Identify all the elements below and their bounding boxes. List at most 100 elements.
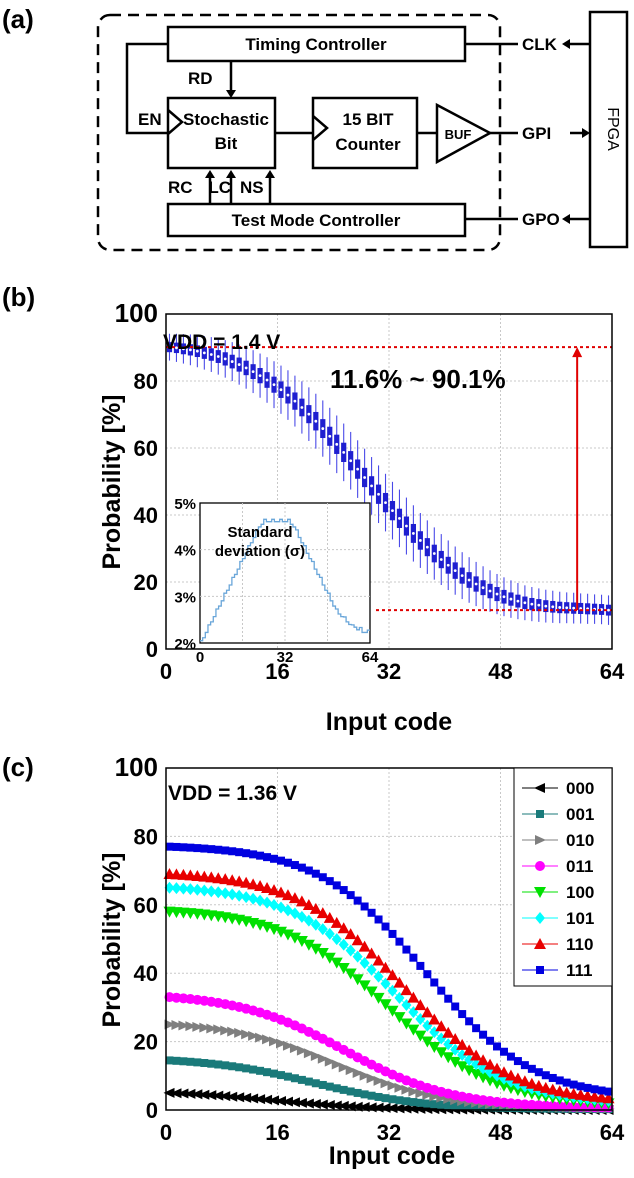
chart-c-point-101 <box>331 933 342 946</box>
chart-c-point-100 <box>456 1061 469 1073</box>
clk-arrow <box>562 39 570 49</box>
chart-c-point-101 <box>206 885 217 898</box>
chart-c-point-111 <box>325 877 334 886</box>
chart-c-point-101 <box>317 923 328 936</box>
chart-c-point-110 <box>226 874 239 886</box>
chart-c-legend-label-101: 101 <box>566 909 594 928</box>
chart-b-mean-point <box>335 442 339 446</box>
chart-c-point-101 <box>199 884 210 897</box>
chart-c-point-001 <box>339 1085 348 1094</box>
chart-c-legend-box <box>513 767 613 987</box>
chart-b-mean-point <box>328 434 332 438</box>
chart-c-point-111 <box>451 1002 460 1011</box>
stochastic-bit-block <box>166 96 277 170</box>
chart-c-point-110 <box>484 1058 497 1070</box>
chart-c-point-001 <box>367 1091 376 1100</box>
chart-c-point-001 <box>493 1103 502 1112</box>
chart-c-point-001 <box>263 1068 272 1077</box>
chart-c-point-111 <box>520 1061 529 1070</box>
chart-c-point-100 <box>302 939 315 951</box>
chart-c-point-000 <box>233 1092 245 1103</box>
chart-c-point-101 <box>220 887 231 900</box>
chart-c-point-110 <box>560 1086 573 1098</box>
chart-c-point-111 <box>576 1082 585 1091</box>
chart-b-mean-point <box>349 459 353 463</box>
chart-c-point-111 <box>583 1083 592 1092</box>
chart-c-point-111 <box>493 1042 502 1051</box>
chart-c-point-110 <box>477 1054 490 1066</box>
chart-c-point-111 <box>472 1024 481 1033</box>
chart-c-xtick: 16 <box>265 1120 289 1145</box>
chart-c-point-100 <box>288 932 301 944</box>
chart-b-xtick: 48 <box>488 659 512 684</box>
counter-label-2: Counter <box>335 135 401 154</box>
chart-c-point-111 <box>534 1068 543 1077</box>
chart-c-point-001 <box>465 1102 474 1111</box>
chart-b-mean-point <box>544 604 548 608</box>
rd-label: RD <box>188 69 213 88</box>
chart-c-ytick: 60 <box>134 893 158 918</box>
chart-c-point-110 <box>372 954 385 966</box>
chart-c-point-001 <box>290 1074 299 1083</box>
en-label: EN <box>138 110 162 129</box>
chart-b-mean-point <box>425 545 429 549</box>
chart-c-point-010 <box>401 1084 413 1095</box>
chart-c-point-101 <box>282 904 293 917</box>
chart-c-legend-label-110: 110 <box>566 935 593 954</box>
chart-c-xlabel: Input code <box>329 1142 455 1170</box>
chart-b-xlabel: Input code <box>326 708 452 736</box>
chart-c-point-001 <box>318 1080 327 1089</box>
chart-c-point-010 <box>289 1043 301 1054</box>
chart-c-point-101 <box>213 886 224 899</box>
chart-c-point-110 <box>358 940 371 952</box>
chart-c-point-111 <box>569 1080 578 1089</box>
chart-c: (c) 0 16 32 48 64 0 20 40 60 80 100 VDD = 1.36 V I… <box>2 752 625 1170</box>
chart-b-xtick: 0 <box>160 659 172 684</box>
chart-b-mean-point <box>418 539 422 542</box>
chart-c-point-010 <box>345 1065 357 1076</box>
chart-c-point-111 <box>242 849 251 858</box>
chart-c-point-110 <box>525 1077 538 1089</box>
ns-arrow <box>265 170 275 178</box>
chart-c-point-111 <box>430 978 439 987</box>
chart-c-point-010 <box>338 1062 350 1073</box>
chart-c-point-111 <box>527 1064 536 1073</box>
chart-c-legend-marker-101 <box>535 912 545 924</box>
chart-c-point-110 <box>247 878 260 890</box>
chart-c-point-001 <box>311 1079 320 1088</box>
chart-c-point-111 <box>318 873 327 882</box>
chart-c-point-111 <box>179 843 188 852</box>
chart-c-point-001 <box>207 1059 216 1068</box>
chart-c-point-000 <box>302 1098 314 1109</box>
chart-c-point-011 <box>561 1101 572 1112</box>
chart-b-mean-point <box>495 592 499 596</box>
chart-c-point-010 <box>171 1019 183 1030</box>
chart-c-legend-marker-000 <box>534 783 545 793</box>
chart-c-point-100 <box>323 952 336 964</box>
chart-c-point-110 <box>421 1006 434 1018</box>
chart-c-legend-label-000: 000 <box>566 779 594 798</box>
chart-c-point-110 <box>309 902 322 914</box>
chart-c-point-001 <box>235 1063 244 1072</box>
chart-c-point-000 <box>323 1100 335 1111</box>
chart-c-point-101 <box>429 1026 440 1039</box>
chart-c-point-111 <box>207 845 216 854</box>
chart-c-point-100 <box>344 968 357 980</box>
chart-c-point-111 <box>270 854 279 863</box>
chart-c-point-111 <box>283 858 292 867</box>
chart-c-point-010 <box>192 1021 204 1032</box>
stochastic-bit-label-1: Stochastic <box>183 110 269 129</box>
chart-b-mean-point <box>244 366 248 370</box>
chart-c-point-001 <box>381 1094 390 1103</box>
counter-clock-symbol <box>312 115 329 141</box>
inset-xtick: 0 <box>196 649 204 666</box>
chart-c-legend-marker-001 <box>536 810 544 818</box>
inset-ytick: 3% <box>174 589 196 606</box>
chart-c-point-001 <box>283 1072 292 1081</box>
chart-c-point-100 <box>379 999 392 1011</box>
chart-c-point-110 <box>449 1033 462 1045</box>
chart-c-point-001 <box>395 1096 404 1105</box>
chart-c-point-010 <box>275 1038 287 1049</box>
chart-c-legend: 000 001 010 011 100 101 110 111 <box>513 767 613 987</box>
chart-c-legend-marker-100 <box>534 887 546 898</box>
